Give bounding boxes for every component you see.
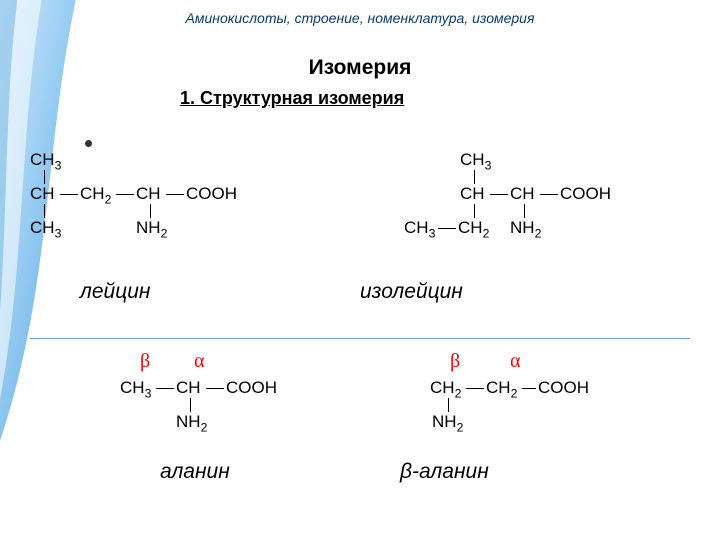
bala-alpha-mark: α xyxy=(510,350,520,373)
bond xyxy=(116,194,134,195)
bond xyxy=(156,388,174,389)
bond xyxy=(474,170,475,184)
leu-ch3-bot: CH3 xyxy=(30,218,61,240)
ala-ch: CH xyxy=(176,378,201,398)
bond xyxy=(44,204,45,218)
bond xyxy=(60,194,78,195)
bullet xyxy=(85,140,92,147)
ile-ch2: CH2 xyxy=(458,218,489,240)
leu-ch3-top: CH3 xyxy=(30,150,61,172)
bala-beta-mark: β xyxy=(450,350,460,373)
label-leucine: лейцин xyxy=(80,280,150,304)
ile-ch-alpha: CH xyxy=(510,184,535,204)
ile-ch3-bot: CH3 xyxy=(404,218,435,240)
bala-nh2: NH2 xyxy=(432,412,463,434)
bond xyxy=(150,204,151,218)
ala-alpha-mark: α xyxy=(194,350,204,373)
ile-ch: CH xyxy=(460,184,485,204)
bond xyxy=(438,228,456,229)
bond xyxy=(190,398,191,412)
ala-ch3: CH3 xyxy=(120,378,151,400)
bond xyxy=(540,194,558,195)
page-header: Аминокислоты, строение, номенклатура, из… xyxy=(0,0,720,26)
bond xyxy=(524,204,525,218)
page-title: Изомерия xyxy=(0,56,720,80)
ala-cooh: COOH xyxy=(226,378,277,398)
leu-cooh: COOH xyxy=(186,184,237,204)
page-subtitle: 1. Структурная изомерия xyxy=(180,88,720,109)
bala-cooh: COOH xyxy=(538,378,589,398)
ala-beta-mark: β xyxy=(140,350,150,373)
bond xyxy=(466,388,484,389)
leu-ch: CH xyxy=(30,184,55,204)
ile-ch3-top: CH3 xyxy=(460,150,491,172)
label-alanine: аланин xyxy=(160,460,230,484)
ala-nh2: NH2 xyxy=(176,412,207,434)
ile-cooh: COOH xyxy=(560,184,611,204)
bond xyxy=(166,194,184,195)
bala-ch2-a: CH2 xyxy=(486,378,517,400)
bond xyxy=(448,398,449,412)
bond xyxy=(44,170,45,184)
leu-ch2: CH2 xyxy=(80,184,111,206)
leu-nh2: NH2 xyxy=(136,218,167,240)
label-beta-alanine: β-аланин xyxy=(400,460,489,484)
bond xyxy=(522,388,536,389)
divider xyxy=(30,338,690,339)
bond xyxy=(474,204,475,218)
leu-ch-alpha: CH xyxy=(136,184,161,204)
bond xyxy=(490,194,508,195)
bond xyxy=(206,388,224,389)
label-isoleucine: изолейцин xyxy=(360,280,463,304)
ile-nh2: NH2 xyxy=(510,218,541,240)
bala-ch2-b: CH2 xyxy=(430,378,461,400)
